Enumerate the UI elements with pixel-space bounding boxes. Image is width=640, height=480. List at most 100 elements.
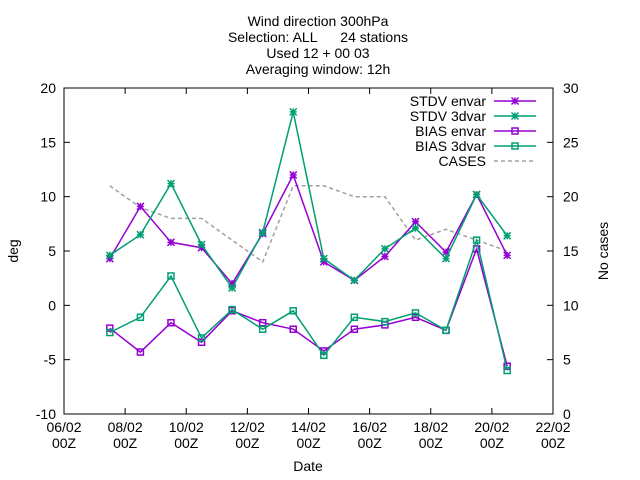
x-tick-label-hour: 00Z <box>541 435 566 451</box>
point-stdv-3dvar-d2 <box>105 251 114 260</box>
series-line-bias-envar <box>109 246 508 367</box>
title-line-3: Used 12 + 00 03 <box>266 45 369 61</box>
point-stdv-3dvar <box>503 231 512 240</box>
point-stdv-3dvar-d2 <box>503 231 512 240</box>
y-tick-label: 0 <box>48 297 56 313</box>
series-line-bias-3dvar <box>109 237 508 371</box>
point-bias-3dvar <box>197 334 206 342</box>
y-tick-label: 15 <box>40 134 56 150</box>
y2-tick-label: 20 <box>563 189 579 205</box>
point-stdv-3dvar <box>319 254 328 263</box>
point-bias-3dvar <box>320 351 328 360</box>
point-bias-3dvar <box>411 309 420 317</box>
point-stdv-envar <box>289 170 298 179</box>
legend-item-stdv-3dvar: STDV 3dvar <box>410 108 536 124</box>
point-stdv-3dvar <box>411 224 420 233</box>
point-stdv-envar-d2 <box>166 238 175 247</box>
x-tick-label-hour: 00Z <box>174 435 199 451</box>
point-stdv-3dvar <box>289 107 298 116</box>
y-axis-left: -10 -5 0 5 10 15 20 <box>36 80 70 422</box>
x-axis-label: Date <box>293 458 323 474</box>
x-tick-label-date: 08/02 <box>108 419 143 435</box>
y-axis-right: 0 5 10 15 20 25 30 <box>547 80 579 422</box>
legend-label: BIAS 3dvar <box>415 138 486 154</box>
point-bias-3dvar <box>503 366 511 375</box>
x-tick-label-date: 14/02 <box>291 419 326 435</box>
point-bias-envar <box>289 325 297 333</box>
y-tick-label: -10 <box>36 406 56 422</box>
legend-label: STDV 3dvar <box>410 108 487 124</box>
point-bias-3dvar <box>289 307 297 315</box>
legend-item-cases: CASES <box>439 153 536 169</box>
point-stdv-envar-d2 <box>289 170 298 179</box>
point-stdv-3dvar <box>380 244 389 253</box>
legend-label: STDV envar <box>410 93 487 109</box>
point-stdv-envar-d2 <box>136 202 145 211</box>
point-bias-3dvar <box>167 272 175 280</box>
y-tick-label: 5 <box>48 243 56 259</box>
point-stdv-envar-d2 <box>380 252 389 261</box>
point-stdv-3dvar <box>228 283 237 292</box>
series-layer <box>105 107 512 375</box>
y2-tick-label: 5 <box>563 352 571 368</box>
x-tick-label-hour: 00Z <box>419 435 444 451</box>
point-bias-3dvar <box>350 313 359 322</box>
title-line-1: Wind direction 300hPa <box>248 13 389 29</box>
point-bias-3dvar <box>442 326 450 335</box>
point-stdv-3dvar-d2 <box>380 244 389 253</box>
x-tick-label-hour: 00Z <box>358 435 383 451</box>
point-stdv-envar <box>166 238 175 247</box>
point-stdv-3dvar-d2 <box>197 240 206 249</box>
point-stdv-3dvar <box>350 276 359 285</box>
point-stdv-envar <box>380 252 389 261</box>
x-tick-label-hour: 00Z <box>480 435 505 451</box>
legend-marker <box>510 111 520 121</box>
legend-label: CASES <box>439 153 486 169</box>
x-tick-label-date: 18/02 <box>413 419 448 435</box>
point-stdv-3dvar-d2 <box>350 276 359 285</box>
y-tick-label: 10 <box>40 189 56 205</box>
point-stdv-3dvar <box>442 254 451 263</box>
x-tick-label-date: 16/02 <box>352 419 387 435</box>
y2-tick-label: 30 <box>563 80 579 96</box>
x-tick-label-hour: 00Z <box>235 435 260 451</box>
point-stdv-3dvar-d2 <box>319 254 328 263</box>
point-bias-3dvar <box>258 325 267 333</box>
point-stdv-envar <box>503 251 512 260</box>
legend-item-bias-envar: BIAS envar <box>415 123 536 139</box>
y2-tick-label: 25 <box>563 134 579 150</box>
point-bias-3dvar <box>106 328 114 337</box>
point-bias-3dvar <box>381 317 389 326</box>
x-tick-label-hour: 00Z <box>113 435 138 451</box>
x-tick-label-hour: 00Z <box>296 435 321 451</box>
point-stdv-3dvar-d2 <box>136 230 145 239</box>
point-stdv-3dvar <box>136 230 145 239</box>
series-line-stdv-3dvar <box>109 111 508 290</box>
x-tick-label-date: 22/02 <box>535 419 570 435</box>
point-bias-envar <box>167 318 175 327</box>
x-tick-label-date: 20/02 <box>474 419 509 435</box>
series-stdv-3dvar <box>105 107 512 292</box>
chart-title: Wind direction 300hPa Selection: ALL 24 … <box>228 13 408 77</box>
point-stdv-3dvar <box>105 251 114 260</box>
point-stdv-3dvar <box>197 240 206 249</box>
point-stdv-3dvar-d2 <box>258 228 267 237</box>
point-stdv-3dvar-d2 <box>166 179 175 188</box>
y-axis-label: deg <box>5 239 21 262</box>
point-stdv-3dvar-d2 <box>228 283 237 292</box>
series-line-stdv-envar <box>109 173 508 285</box>
point-bias-3dvar <box>472 236 481 244</box>
point-stdv-envar-d2 <box>411 217 420 226</box>
title-line-4: Averaging window: 12h <box>246 61 391 77</box>
y2-tick-label: 15 <box>563 243 579 259</box>
point-stdv-3dvar-d2 <box>289 107 298 116</box>
legend-marker <box>510 96 520 106</box>
point-stdv-envar <box>136 202 145 211</box>
legend-marker-d2 <box>510 111 520 121</box>
y-tick-label: -5 <box>44 352 57 368</box>
legend-marker <box>511 142 519 150</box>
legend-label: BIAS envar <box>415 123 486 139</box>
y-tick-label: 20 <box>40 80 56 96</box>
legend-marker <box>511 127 519 135</box>
